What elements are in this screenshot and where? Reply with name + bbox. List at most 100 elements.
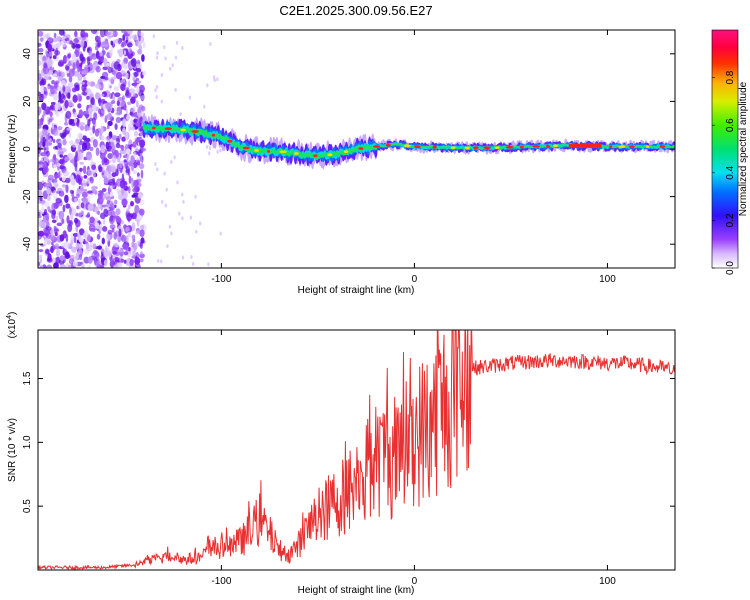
noise-speck (38, 48, 44, 53)
noise-speck (48, 209, 54, 213)
noise-speck (78, 237, 84, 243)
noise-speck (132, 34, 138, 41)
noise-speck (170, 160, 173, 164)
noise-speck (120, 83, 126, 91)
noise-speck (110, 78, 115, 85)
noise-speck (111, 135, 118, 141)
noise-speck (83, 175, 88, 179)
noise-speck (59, 158, 64, 165)
noise-speck (38, 73, 42, 82)
noise-speck (109, 260, 115, 268)
noise-speck (135, 86, 140, 94)
noise-speck (139, 241, 143, 249)
noise-speck (66, 58, 70, 62)
noise-speck (120, 80, 123, 84)
noise-speck (65, 184, 69, 193)
noise-speck (116, 216, 122, 224)
noise-speck (131, 241, 135, 248)
noise-speck (209, 42, 212, 46)
ridge-hotspot (618, 145, 626, 149)
noise-speck (50, 104, 54, 110)
noise-speck (44, 85, 51, 93)
noise-speck (156, 167, 159, 172)
noise-speck (61, 184, 67, 188)
ridge-hotspot (609, 145, 613, 149)
noise-speck (38, 59, 42, 67)
noise-speck (70, 159, 75, 164)
noise-speck (203, 104, 206, 109)
noise-speck (51, 122, 55, 130)
noise-speck (64, 122, 69, 126)
noise-speck (219, 231, 222, 236)
noise-speck (100, 75, 106, 80)
noise-speck (123, 63, 128, 70)
ridge-hotspot (432, 145, 437, 149)
noise-speck (155, 85, 159, 89)
noise-speck (44, 91, 49, 96)
ridge-hotspot (532, 145, 540, 148)
noise-speck (133, 104, 136, 114)
noise-speck (128, 123, 131, 133)
noise-speck (84, 141, 91, 151)
noise-speck (99, 223, 103, 232)
noise-speck (87, 57, 91, 66)
noise-speck (83, 256, 90, 264)
snr-x-tick-label: -100 (211, 576, 231, 587)
noise-speck (117, 97, 124, 102)
colorbar: 0.0 0.2 0.4 0.6 0.8 Normalized spectral ampl… (711, 29, 749, 275)
noise-speck (50, 246, 54, 254)
noise-speck (123, 251, 129, 256)
noise-speck (89, 131, 94, 136)
noise-speck (77, 144, 81, 152)
noise-speck (119, 169, 123, 173)
noise-speck (38, 249, 44, 253)
noise-speck (38, 181, 44, 191)
noise-speck (122, 118, 127, 128)
noise-speck (126, 208, 130, 213)
noise-speck (88, 256, 93, 264)
noise-speck (40, 152, 47, 157)
snr-y-tick-label: 0.5 (22, 499, 33, 513)
noise-speck (85, 110, 89, 115)
noise-speck (181, 192, 184, 197)
noise-speck (104, 259, 108, 267)
noise-speck (78, 198, 81, 207)
noise-speck (90, 97, 95, 106)
ridge-hotspot (553, 144, 559, 148)
noise-speck (77, 93, 83, 103)
ridge-hotspot (451, 146, 456, 150)
noise-speck (52, 73, 57, 77)
noise-speck (115, 71, 123, 80)
ridge-hotspot (464, 146, 470, 150)
noise-speck (101, 135, 105, 141)
noise-speck (101, 237, 106, 245)
noise-speck (77, 103, 82, 109)
noise-speck (216, 77, 219, 82)
ridge-hotspot (227, 139, 233, 143)
noise-speck (170, 231, 173, 236)
noise-speck (139, 139, 146, 148)
noise-speck (47, 116, 50, 120)
noise-speck (109, 49, 113, 58)
noise-speck (99, 108, 105, 117)
noise-speck (87, 107, 93, 114)
noise-speck (70, 240, 73, 246)
noise-speck (55, 215, 59, 221)
noise-speck (87, 234, 91, 242)
ridge-hotspot (519, 145, 524, 149)
noise-speck (92, 243, 97, 250)
noise-speck (68, 132, 72, 138)
noise-speck (74, 217, 79, 224)
noise-speck (97, 195, 104, 205)
noise-speck (87, 203, 94, 212)
noise-speck (97, 60, 102, 65)
colorbar-gradient (712, 30, 738, 268)
noise-speck (108, 82, 112, 91)
noise-speck (100, 102, 104, 111)
ridge-hotspot (385, 143, 391, 147)
noise-speck (59, 154, 63, 158)
noise-speck (127, 167, 131, 177)
noise-speck (53, 50, 61, 56)
noise-speck (65, 34, 71, 39)
noise-speck (52, 139, 56, 143)
